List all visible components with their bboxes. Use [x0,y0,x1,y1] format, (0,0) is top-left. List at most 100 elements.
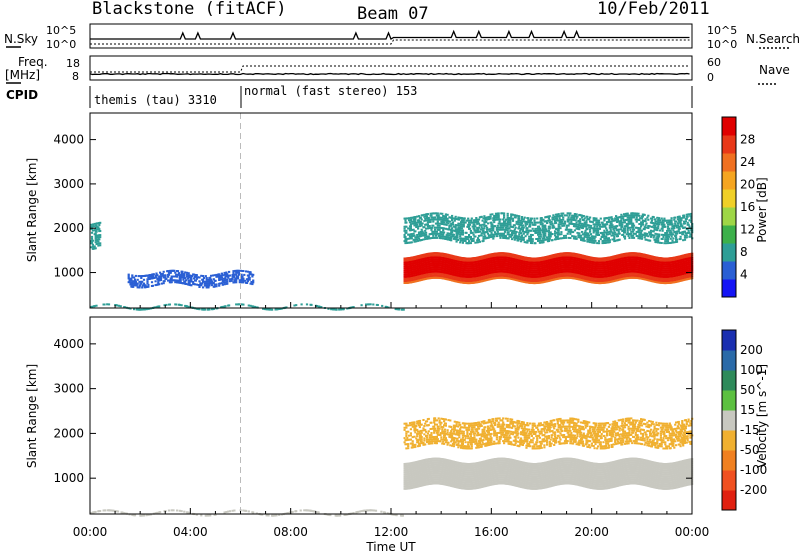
heatmap-cell [202,280,206,283]
heatmap-cell [134,274,137,277]
heatmap-cell [210,278,213,281]
heatmap-cell [224,281,227,284]
heatmap-cell [99,242,102,245]
heatmap-cell [242,303,245,306]
heatmap-cell [414,218,417,220]
heatmap-cell [90,246,93,249]
heatmap-cell [376,304,379,306]
heatmap-cell [151,284,154,287]
heatmap-cell [405,229,408,232]
heatmap-cell [211,274,214,277]
heatmap-cell [158,305,161,308]
heatmap-cell [187,276,190,278]
heatmap-cell [218,284,221,287]
date-title: 10/Feb/2011 [597,0,710,19]
heatmap-cell [228,278,232,281]
heatmap-cell [247,304,250,307]
heatmap-cell [170,275,173,278]
heatmap-cell [147,283,150,286]
heatmap-cell [142,278,146,281]
heatmap-cell [90,223,93,226]
heatmap-cell [405,225,408,228]
heatmap-cell [127,281,130,284]
heatmap-cell [174,271,177,274]
heatmap-cell [245,270,248,273]
heatmap-cell [155,272,158,275]
heatmap-cell [224,277,227,280]
heatmap-cell [98,238,101,241]
heatmap-cell [163,280,166,283]
heatmap-cell [367,303,370,306]
heatmap-cell [253,305,257,308]
heatmap-cell [97,226,100,229]
heatmap-cell [240,281,243,284]
heatmap-cell [220,278,223,281]
cpid-label: CPID [6,88,38,102]
heatmap-cell [332,308,335,311]
heatmap-cell [193,283,197,286]
heatmap-cell [245,282,249,284]
heatmap-cell [202,278,205,281]
freq-label-1: Freq. [18,55,48,69]
heatmap-cell [228,280,232,283]
heatmap-cell [198,284,201,287]
heatmap-cell [342,308,345,311]
heatmap-cell [414,230,417,233]
heatmap-cell [90,231,94,234]
heatmap-cell [251,275,254,278]
heatmap-cell [176,275,179,278]
heatmap-cell [187,305,190,308]
heatmap-cell [136,282,139,285]
heatmap-cell [403,234,406,236]
heatmap-cell [339,308,343,311]
heatmap-cell [176,270,180,273]
heatmap-cell [263,308,266,311]
heatmap-cell [206,284,209,287]
heatmap-cell [184,280,187,283]
heatmap-cell [285,306,288,309]
heatmap-cell [338,308,341,311]
heatmap-cell [140,277,143,279]
heatmap-cell [265,308,268,311]
heatmap-cell [190,280,193,283]
heatmap-cell [147,276,150,279]
heatmap-cell [98,228,101,231]
heatmap-cell [193,277,196,280]
heatmap-cell [242,281,245,284]
heatmap-cell [210,284,214,287]
heatmap-cell [183,274,186,277]
heatmap-cell [410,241,413,244]
heatmap-cell [194,279,197,282]
heatmap-cell [262,307,265,310]
heatmap-cell [184,277,187,280]
heatmap-cell [185,275,189,278]
heatmap-cell [369,303,372,306]
heatmap-cell [226,273,229,276]
heatmap-cell [127,275,130,278]
heatmap-cell [242,270,245,272]
heatmap-cell [208,284,211,287]
heatmap-cell [187,272,190,275]
heatmap-cell [141,280,144,283]
heatmap-cell [148,307,151,310]
freq-series [89,72,690,76]
heatmap-cell [143,308,146,311]
heatmap-cell [210,280,214,283]
heatmap-cell [174,275,177,278]
heatmap-cell [106,303,109,306]
heatmap-cell [139,284,142,287]
heatmap-cell [129,307,132,310]
heatmap-cell [91,223,94,226]
heatmap-cell [149,274,152,276]
heatmap-cell [195,283,198,286]
heatmap-cell [248,278,251,281]
heatmap-cell [93,222,96,225]
heatmap-cell [130,279,133,282]
heatmap-cell [90,235,94,238]
heatmap-cell [97,240,100,243]
heatmap-cell [239,269,242,272]
heatmap-cell [185,283,188,285]
heatmap-cell [158,283,161,286]
noise-sky-series [90,29,690,40]
heatmap-cell [183,273,186,276]
